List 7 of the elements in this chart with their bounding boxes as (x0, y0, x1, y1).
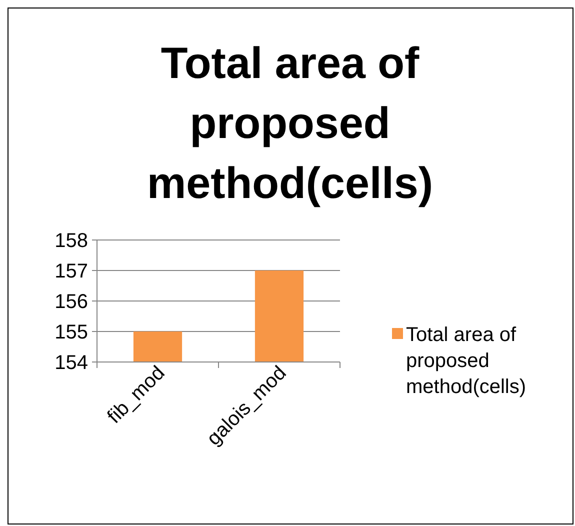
y-tick-label: 158 (54, 230, 88, 252)
legend-label: Total area of proposed method(cells) (406, 324, 526, 398)
y-tick-label: 155 (54, 322, 88, 344)
y-tick-label: 157 (54, 260, 88, 282)
chart-title: Total area of proposed method(cells) (146, 39, 434, 208)
y-tick-label: 156 (54, 291, 88, 313)
y-tick-label: 154 (54, 352, 88, 374)
